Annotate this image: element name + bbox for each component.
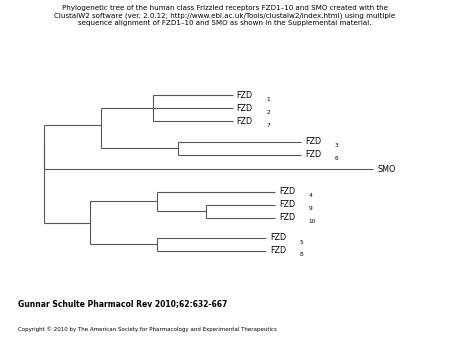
Text: 1: 1 [266, 97, 270, 102]
Text: FZD: FZD [279, 213, 295, 222]
Text: FZD: FZD [270, 246, 286, 256]
Text: 2: 2 [266, 110, 270, 115]
Text: 7: 7 [266, 123, 270, 128]
Text: 8: 8 [300, 252, 303, 258]
Text: 6: 6 [335, 156, 338, 161]
Text: FZD: FZD [237, 91, 253, 100]
Text: Phylogenetic tree of the human class Frizzled receptors FZD1–10 and SMO created : Phylogenetic tree of the human class Fri… [54, 5, 396, 26]
Text: FZD: FZD [270, 234, 286, 242]
Text: 3: 3 [335, 143, 338, 148]
Text: 10: 10 [309, 219, 316, 224]
Text: Gunnar Schulte Pharmacol Rev 2010;62:632-667: Gunnar Schulte Pharmacol Rev 2010;62:632… [18, 299, 227, 308]
Text: FZD: FZD [305, 150, 321, 159]
Text: FZD: FZD [279, 187, 295, 196]
Text: FZD: FZD [237, 117, 253, 126]
Text: 4: 4 [309, 193, 312, 198]
Text: 9: 9 [309, 206, 312, 211]
Text: FZD: FZD [305, 137, 321, 146]
Text: 5: 5 [300, 240, 303, 244]
Text: FZD: FZD [237, 104, 253, 113]
Text: Copyright © 2010 by The American Society for Pharmacology and Experimental Thera: Copyright © 2010 by The American Society… [18, 326, 277, 332]
Text: SMO: SMO [378, 165, 396, 174]
Text: FZD: FZD [279, 200, 295, 209]
